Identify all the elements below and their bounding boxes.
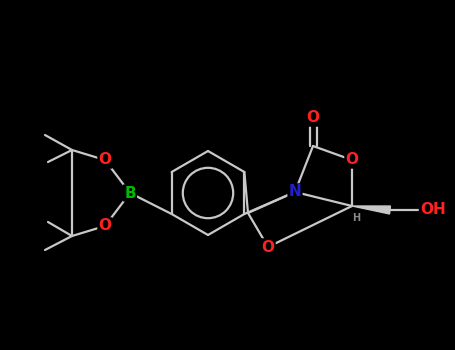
- Text: B: B: [124, 186, 136, 201]
- Text: H: H: [352, 213, 360, 223]
- Text: O: O: [98, 153, 111, 168]
- Text: O: O: [98, 218, 111, 233]
- Text: OH: OH: [420, 203, 446, 217]
- Text: O: O: [307, 111, 319, 126]
- Text: O: O: [262, 239, 274, 254]
- Polygon shape: [352, 206, 390, 214]
- Text: O: O: [345, 153, 359, 168]
- Text: N: N: [288, 184, 301, 200]
